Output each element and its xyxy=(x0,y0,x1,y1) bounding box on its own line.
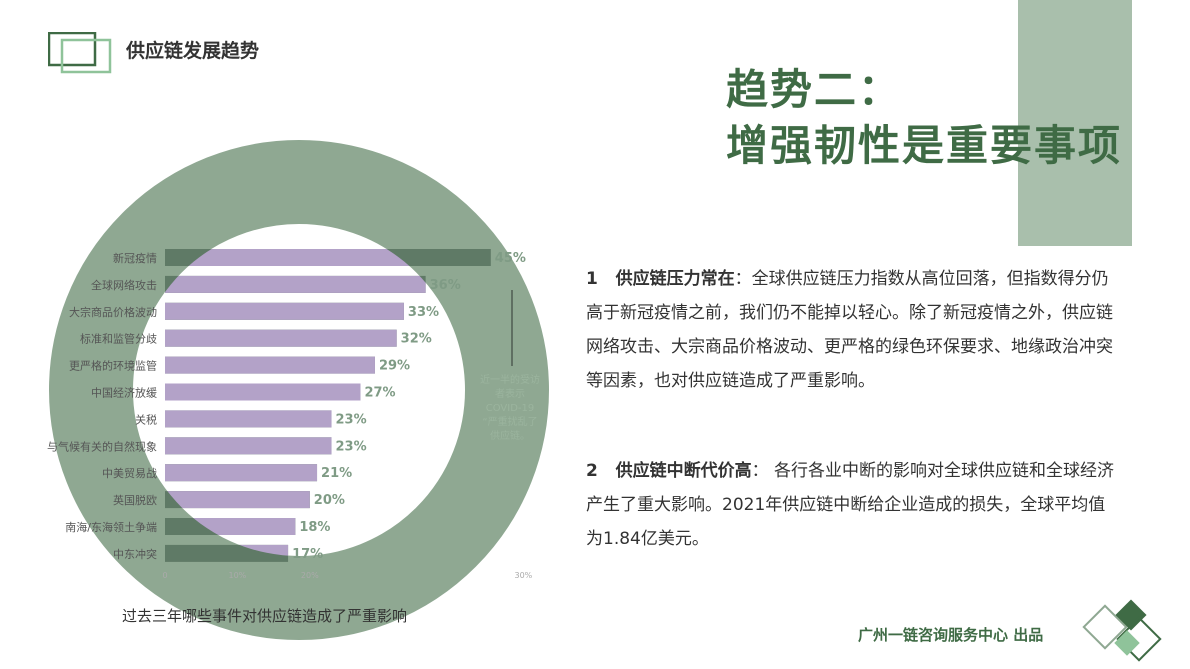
value-label-6: 23% xyxy=(336,412,367,427)
overlapping-squares-icon xyxy=(1082,599,1162,662)
category-label-2: 大宗商品价格波动 xyxy=(69,305,157,319)
bar-chart: 新冠疫情 45% 全球网络攻击 36% 大宗商品价格波动 33% 标准和监管分歧 32% 更严格… xyxy=(47,249,533,580)
point-2-text: ： 各行各业中断的影响对全球供应链和全球经济产生了重大影响。2021年供应链中断… xyxy=(586,461,1115,549)
point-2: 2 供应链中断代价高： 各行各业中断的影响对全球供应链和全球经济产生了重大影响。… xyxy=(586,454,1114,556)
decorative-band xyxy=(1018,0,1132,246)
bar-inner-4 xyxy=(165,356,375,374)
bar-inner-3 xyxy=(165,329,397,347)
chart-caption: 过去三年哪些事件对供应链造成了严重影响 xyxy=(122,607,408,625)
bar-inner-1 xyxy=(165,275,426,293)
category-label-9: 英国脱欧 xyxy=(113,493,157,507)
category-label-1: 全球网络攻击 xyxy=(91,278,157,292)
headline: 趋势二： 增强韧性是重要事项 xyxy=(726,62,1122,174)
category-label-6: 关税 xyxy=(135,412,157,426)
value-label-9: 20% xyxy=(314,493,345,508)
footer-credit: 广州一链咨询服务中心 出品 xyxy=(858,626,1044,644)
bar-inner-7 xyxy=(165,437,332,455)
value-label-0: 45% xyxy=(495,251,526,266)
chart-annotation: 近一半的受访 者表示 COVID-19 “严重扰乱了 供应链。 xyxy=(470,374,550,444)
value-label-4: 29% xyxy=(379,359,410,374)
page-header-title: 供应链发展趋势 xyxy=(126,40,260,62)
category-label-7: 与气候有关的自然现象 xyxy=(47,439,157,453)
bar-inner-6 xyxy=(165,410,332,428)
point-1-number: 1 xyxy=(586,269,598,289)
double-square-icon xyxy=(48,32,112,74)
category-label-8: 中美贸易战 xyxy=(102,467,157,480)
headline-line1: 趋势二： xyxy=(726,65,903,114)
value-label-8: 21% xyxy=(321,466,352,481)
category-label-4: 更严格的环境监管 xyxy=(69,359,157,373)
bar-inner-5 xyxy=(165,383,361,401)
bar-inner-0 xyxy=(165,249,465,266)
point-2-heading: 供应链中断代价高 xyxy=(615,461,752,481)
value-label-10: 18% xyxy=(299,520,330,535)
value-label-5: 27% xyxy=(364,386,395,401)
annotation-line-3: COVID-19 xyxy=(485,403,535,414)
category-label-11: 中东冲突 xyxy=(113,547,157,561)
annotation-line-1: 近一半的受访 xyxy=(480,375,540,386)
category-label-0: 新冠疫情 xyxy=(113,251,157,265)
point-2-number: 2 xyxy=(586,461,598,481)
x-tick-label-0: 0 xyxy=(162,571,167,580)
annotation-line-4: “严重扰乱了 xyxy=(482,417,538,428)
x-tick-label-1: 10% xyxy=(229,571,247,580)
value-label-3: 32% xyxy=(401,332,432,347)
value-label-2: 33% xyxy=(408,305,439,320)
point-1-text: ：全球供应链压力指数从高位回落，但指数得分仍高于新冠疫情之前，我们仍不能掉以轻心… xyxy=(586,269,1113,391)
value-label-11: 17% xyxy=(292,547,323,562)
category-label-3: 标准和监管分歧 xyxy=(80,332,157,346)
bar-inner-2 xyxy=(165,302,404,320)
point-1-heading: 供应链压力常在 xyxy=(615,269,735,289)
value-label-1: 36% xyxy=(430,278,461,293)
category-label-10: 南海/东海领土争端 xyxy=(65,520,157,534)
headline-line2: 增强韧性是重要事项 xyxy=(726,121,1123,170)
annotation-line xyxy=(511,290,513,366)
x-tick-label-3: 30% xyxy=(514,571,532,580)
x-tick-label-2: 20% xyxy=(301,571,319,580)
category-label-5: 中国经济放缓 xyxy=(91,386,157,400)
value-label-7: 23% xyxy=(336,439,367,454)
point-1: 1 供应链压力常在：全球供应链压力指数从高位回落，但指数得分仍高于新冠疫情之前，… xyxy=(586,262,1114,398)
annotation-line-2: 者表示 xyxy=(495,389,525,400)
bar-inner-9 xyxy=(165,491,310,509)
annotation-line-5: 供应链。 xyxy=(490,431,530,442)
bar-inner-8 xyxy=(165,464,318,482)
